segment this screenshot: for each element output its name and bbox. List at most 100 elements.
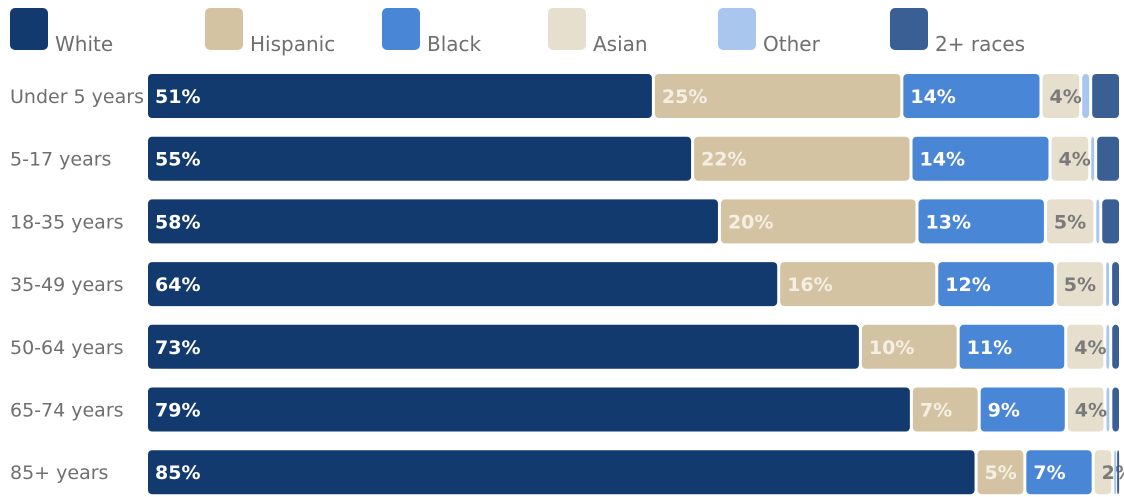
bar-hispanic-35-49-years bbox=[780, 262, 936, 307]
bar-row-5-17-years: 5-17 years 55% 22% 14% 4% bbox=[10, 136, 1119, 181]
legend-label-hispanic: Hispanic bbox=[250, 32, 335, 56]
bar-black-85-years bbox=[1026, 450, 1092, 495]
bar-other-65-74-years bbox=[1106, 387, 1110, 432]
bar-other-35-49-years bbox=[1106, 262, 1110, 307]
bar-row-under-5-years: Under 5 years 51% 25% 14% 4% bbox=[10, 74, 1119, 118]
bar-asian-85-years bbox=[1094, 450, 1112, 495]
bar-other-5-17-years bbox=[1091, 136, 1095, 181]
legend-label-white: White bbox=[55, 32, 113, 56]
data-label-hispanic-35-49-years: 16% bbox=[787, 274, 832, 296]
bar-hispanic-18-35-years bbox=[720, 199, 916, 244]
legend-swatch-other bbox=[718, 8, 756, 50]
bar-asian-18-35-years bbox=[1046, 199, 1094, 244]
data-label-white-under-5-years: 51% bbox=[155, 86, 200, 108]
legend-label-black: Black bbox=[427, 32, 482, 56]
data-label-asian-5-17-years: 4% bbox=[1059, 149, 1091, 171]
bar-other-85-years bbox=[1114, 450, 1117, 495]
bar-asian-35-49-years bbox=[1056, 262, 1104, 307]
data-label-black-5-17-years: 14% bbox=[920, 149, 965, 171]
bar-other-under-5-years bbox=[1082, 74, 1090, 118]
legend-label-asian: Asian bbox=[593, 32, 648, 56]
bar-row-18-35-years: 18-35 years 58% 20% 13% 5% bbox=[10, 199, 1119, 244]
legend-label-other: Other bbox=[763, 32, 821, 56]
bar-2-races-5-17-years bbox=[1097, 136, 1119, 181]
bar-2-races-35-49-years bbox=[1112, 262, 1119, 307]
data-label-black-18-35-years: 13% bbox=[926, 211, 971, 233]
bar-asian-50-64-years bbox=[1067, 324, 1104, 369]
legend-label-2-races: 2+ races bbox=[935, 32, 1025, 56]
bar-rows: Under 5 years 51% 25% 14% 4% 5-17 years 55% 22%… bbox=[10, 74, 1124, 495]
bar-row-85-years: 85+ years 85% 5% 7% 2% bbox=[10, 450, 1124, 495]
category-label-50-64-years: 50-64 years bbox=[10, 337, 124, 359]
bar-white-85-years bbox=[148, 450, 975, 495]
data-label-black-65-74-years: 9% bbox=[988, 400, 1020, 422]
data-label-black-35-49-years: 12% bbox=[945, 274, 990, 296]
data-label-asian-18-35-years: 5% bbox=[1054, 211, 1086, 233]
data-label-asian-65-74-years: 4% bbox=[1075, 400, 1107, 422]
bar-row-65-74-years: 65-74 years 79% 7% 9% 4% bbox=[10, 387, 1119, 432]
data-label-white-65-74-years: 79% bbox=[155, 400, 200, 422]
bar-white-50-64-years bbox=[148, 324, 859, 369]
bar-2-races-65-74-years bbox=[1112, 387, 1119, 432]
data-label-hispanic-under-5-years: 25% bbox=[662, 86, 707, 108]
legend-swatch-2-races bbox=[890, 8, 928, 50]
data-label-white-18-35-years: 58% bbox=[155, 211, 200, 233]
legend-swatch-black bbox=[382, 8, 420, 50]
bar-hispanic-under-5-years bbox=[654, 74, 901, 118]
legend-swatch-white bbox=[10, 8, 48, 50]
bar-white-5-17-years bbox=[148, 136, 692, 181]
data-label-hispanic-50-64-years: 10% bbox=[869, 337, 914, 359]
data-label-asian-50-64-years: 4% bbox=[1074, 337, 1106, 359]
bar-2-races-18-35-years bbox=[1102, 199, 1119, 244]
category-label-under-5-years: Under 5 years bbox=[10, 86, 144, 108]
bar-white-18-35-years bbox=[148, 199, 718, 244]
data-label-hispanic-65-74-years: 7% bbox=[920, 400, 952, 422]
data-label-hispanic-18-35-years: 20% bbox=[728, 211, 773, 233]
category-label-35-49-years: 35-49 years bbox=[10, 274, 124, 296]
bar-asian-65-74-years bbox=[1067, 387, 1104, 432]
data-label-white-50-64-years: 73% bbox=[155, 337, 200, 359]
bar-asian-5-17-years bbox=[1051, 136, 1089, 181]
data-label-white-35-49-years: 64% bbox=[155, 274, 200, 296]
data-label-black-50-64-years: 11% bbox=[967, 337, 1012, 359]
bar-row-35-49-years: 35-49 years 64% 16% 12% 5% bbox=[10, 262, 1119, 307]
bar-2-races-under-5-years bbox=[1092, 74, 1119, 118]
data-label-hispanic-5-17-years: 22% bbox=[701, 149, 746, 171]
legend-swatch-asian bbox=[548, 8, 586, 50]
bar-hispanic-85-years bbox=[977, 450, 1024, 495]
data-label-asian-85-years: 2% bbox=[1102, 462, 1124, 484]
bar-other-18-35-years bbox=[1096, 199, 1100, 244]
bar-black-35-49-years bbox=[938, 262, 1054, 307]
bar-other-50-64-years bbox=[1106, 324, 1110, 369]
data-label-white-85-years: 85% bbox=[155, 462, 200, 484]
category-label-85-years: 85+ years bbox=[10, 462, 108, 484]
bar-black-50-64-years bbox=[959, 324, 1065, 369]
bar-white-under-5-years bbox=[148, 74, 652, 118]
bar-row-50-64-years: 50-64 years 73% 10% 11% 4% bbox=[10, 324, 1119, 369]
bar-white-35-49-years bbox=[148, 262, 778, 307]
data-label-asian-under-5-years: 4% bbox=[1049, 86, 1081, 108]
bar-2-races-50-64-years bbox=[1112, 324, 1119, 369]
legend: White Hispanic Black Asian Other 2+ races bbox=[10, 8, 1025, 56]
data-label-black-85-years: 7% bbox=[1033, 462, 1065, 484]
category-label-5-17-years: 5-17 years bbox=[10, 149, 111, 171]
bar-white-65-74-years bbox=[148, 387, 910, 432]
bar-hispanic-65-74-years bbox=[912, 387, 978, 432]
bar-black-under-5-years bbox=[903, 74, 1040, 118]
bar-asian-under-5-years bbox=[1042, 74, 1080, 118]
data-label-black-under-5-years: 14% bbox=[910, 86, 955, 108]
bar-hispanic-5-17-years bbox=[694, 136, 910, 181]
data-label-hispanic-85-years: 5% bbox=[985, 462, 1017, 484]
bar-black-18-35-years bbox=[918, 199, 1044, 244]
bar-black-65-74-years bbox=[980, 387, 1065, 432]
data-label-white-5-17-years: 55% bbox=[155, 149, 200, 171]
category-label-18-35-years: 18-35 years bbox=[10, 211, 124, 233]
bar-black-5-17-years bbox=[912, 136, 1049, 181]
bar-2-races-85-years bbox=[1117, 450, 1120, 495]
legend-swatch-hispanic bbox=[205, 8, 243, 50]
category-label-65-74-years: 65-74 years bbox=[10, 400, 124, 422]
bar-hispanic-50-64-years bbox=[861, 324, 957, 369]
data-label-asian-35-49-years: 5% bbox=[1064, 274, 1096, 296]
